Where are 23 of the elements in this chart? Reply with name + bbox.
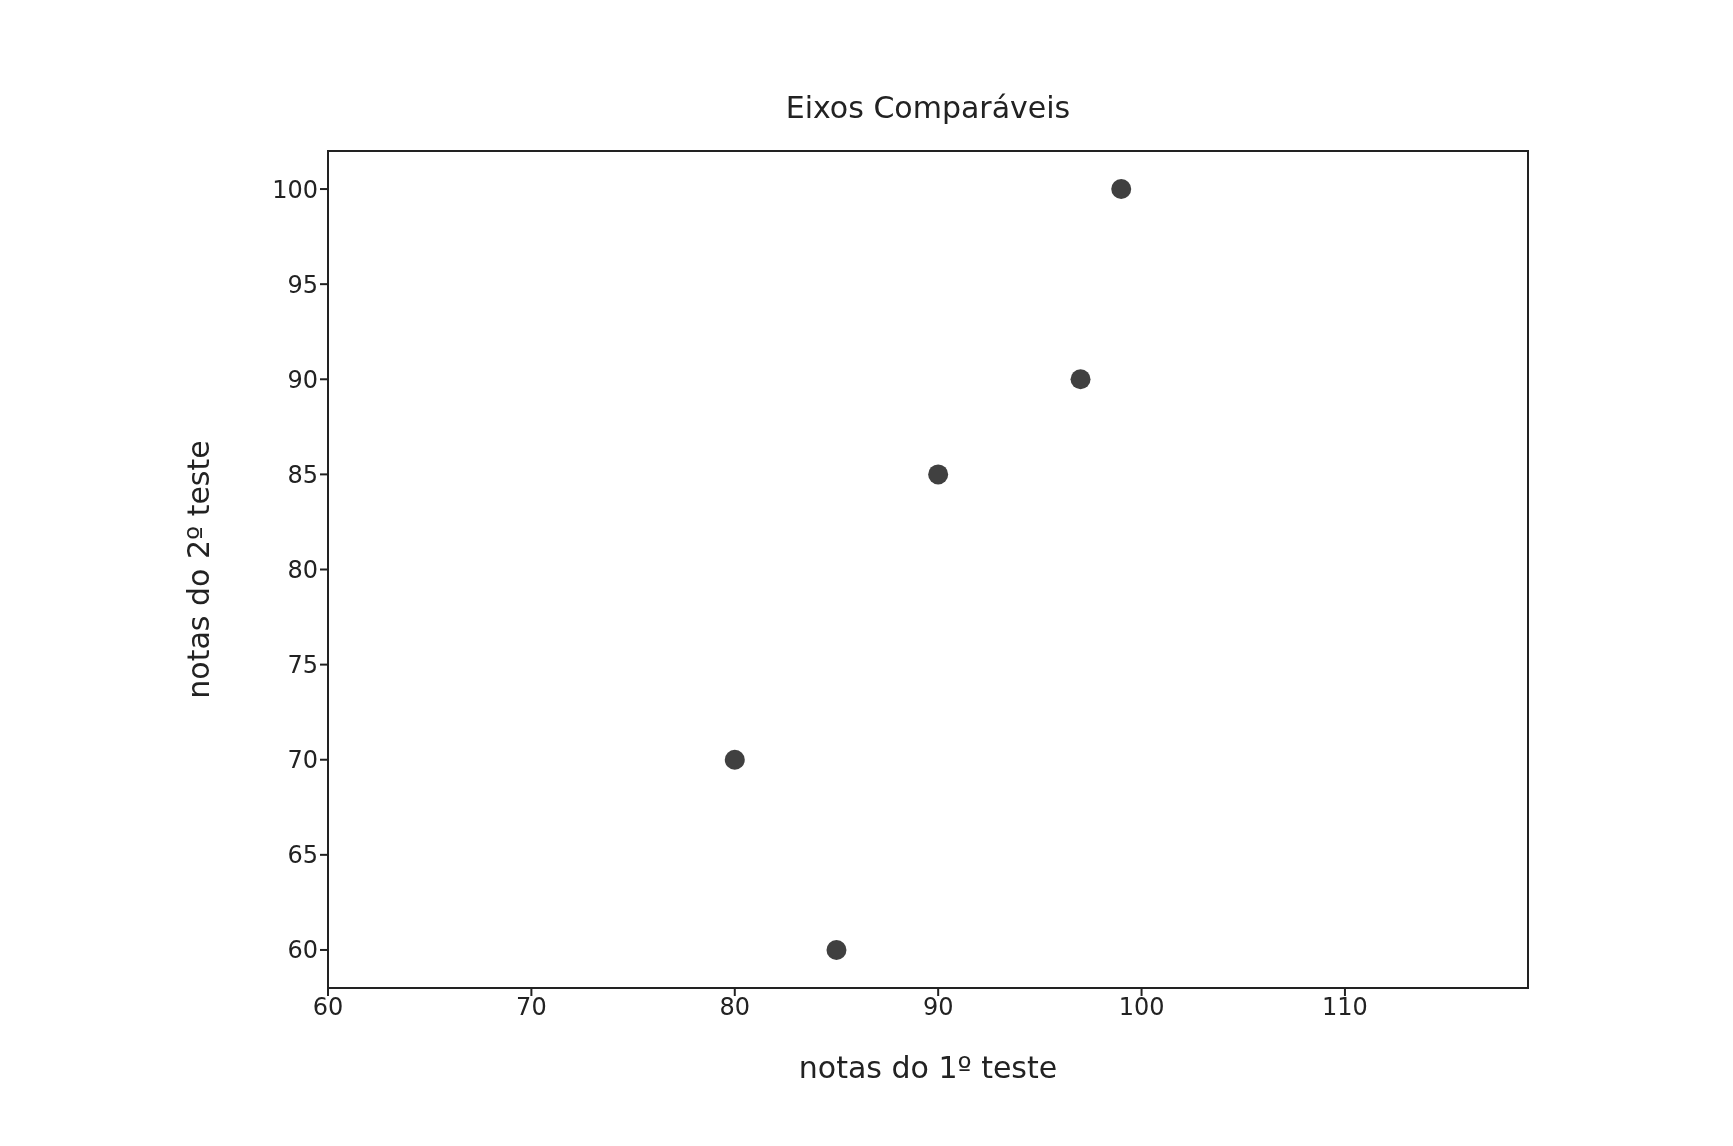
x-tick-label: 60: [312, 993, 344, 1022]
x-axis-title: notas do 1º teste: [798, 1050, 1058, 1085]
y-tick-label: 65: [287, 841, 318, 870]
point: [826, 939, 847, 960]
point: [1111, 179, 1132, 200]
x-tick-label: 90: [922, 993, 954, 1022]
y-axis-title: notas do 2º teste: [180, 440, 216, 699]
y-tick-label: 85: [287, 460, 318, 489]
y-tick-label: 95: [287, 270, 318, 299]
point: [1070, 369, 1091, 390]
x-tick-label: 110: [1322, 993, 1368, 1022]
y-tick-label: 60: [287, 936, 318, 965]
y-tick-label: 100: [272, 175, 318, 204]
y-tick-label: 90: [287, 365, 318, 394]
point: [928, 464, 949, 485]
x-tick-label: 70: [516, 993, 547, 1022]
y-tick-label: 75: [287, 651, 318, 680]
x-tick-label: 80: [719, 993, 751, 1022]
chart-title: Eixos Comparáveis: [784, 90, 1072, 125]
point: [724, 749, 745, 770]
y-tick-label: 80: [287, 556, 318, 585]
y-tick-label: 70: [287, 746, 318, 775]
x-tick-label: 100: [1118, 993, 1165, 1022]
